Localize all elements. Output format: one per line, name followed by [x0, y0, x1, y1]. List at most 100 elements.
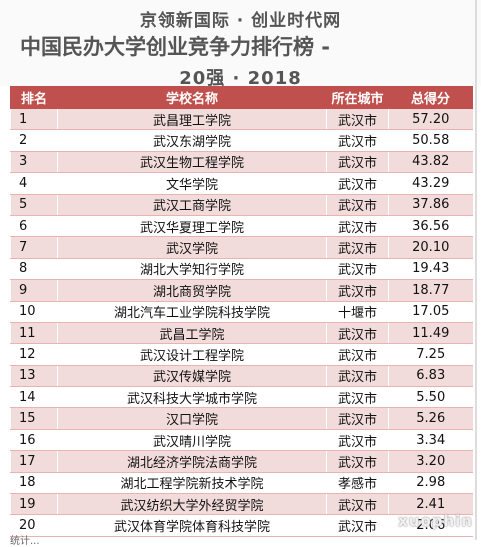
city-cell: 武汉市: [326, 365, 389, 388]
watermark: xuophin: [398, 512, 473, 530]
column-header-city: 所在城市: [326, 86, 389, 109]
city-cell: 武汉市: [326, 279, 389, 302]
city-cell: 十堰市: [326, 301, 389, 323]
city-cell: 武汉市: [326, 514, 389, 537]
rank-cell: 5: [10, 194, 58, 216]
table-row: 2 武汉东湖学院 武汉市 50.58: [10, 129, 473, 152]
city-cell: 武汉市: [326, 194, 389, 216]
score-cell: 7.25: [388, 343, 473, 366]
score-cell: 50.58: [388, 129, 473, 152]
score-cell: 6.83: [388, 365, 473, 388]
rank-cell: 6: [10, 215, 58, 238]
score-cell: 57.20: [388, 108, 473, 131]
rank-cell: 18: [10, 472, 58, 495]
table-row: 15 汉口学院 武汉市 5.26: [10, 407, 473, 430]
score-cell: 36.56: [388, 215, 473, 238]
table-row: 11 武昌工学院 武汉市 11.49: [10, 322, 473, 345]
school-name-cell: 文华学院: [57, 172, 327, 195]
rank-cell: 3: [10, 151, 58, 174]
table-row: 20 武汉体育学院体育科技学院 武汉市 2.06: [10, 514, 473, 537]
rank-cell: 2: [10, 129, 58, 152]
table-row: 10 湖北汽车工业学院科技学院 十堰市 17.05: [10, 301, 473, 323]
table-body: 1 武昌理工学院 武汉市 57.20 2 武汉东湖学院 武汉市 50.58 3 武汉生物工程学院武…: [10, 108, 473, 537]
rank-cell: 17: [10, 450, 58, 473]
school-name-cell: 武汉科技大学城市学院: [57, 386, 327, 409]
rank-cell: 13: [10, 365, 58, 388]
score-cell: 5.26: [388, 407, 473, 430]
school-name-cell: 湖北汽车工业学院科技学院: [57, 301, 327, 323]
score-cell: 43.82: [388, 151, 473, 174]
rank-cell: 15: [10, 407, 58, 430]
city-cell: 武汉市: [326, 108, 389, 131]
rank-cell: 4: [10, 172, 58, 195]
column-header-score: 总得分: [388, 86, 473, 109]
rank-cell: 19: [10, 493, 58, 516]
score-cell: 20.10: [388, 236, 473, 259]
school-name-cell: 湖北经济学院法商学院: [57, 450, 327, 473]
rank-cell: 9: [10, 279, 58, 302]
city-cell: 武汉市: [326, 258, 389, 281]
table-row: 3 武汉生物工程学院 武汉市 43.82: [10, 151, 473, 174]
page-title-year: 20强 · 2018: [179, 68, 302, 89]
score-cell: 11.49: [388, 322, 473, 345]
school-name-cell: 武汉生物工程学院: [57, 151, 327, 174]
city-cell: 武汉市: [326, 215, 389, 238]
city-cell: 武汉市: [326, 236, 389, 259]
header: 京领新国际 · 创业时代网 中国民办大学创业竞争力排行榜 - 20强 · 201…: [0, 0, 481, 89]
score-cell: 3.20: [388, 450, 473, 473]
table-row: 7 武汉学院 武汉市 20.10: [10, 236, 473, 259]
table-row: 16 武汉晴川学院 武汉市 3.34: [10, 429, 473, 452]
table-row: 14 武汉科技大学城市学院 武汉市 5.50: [10, 386, 473, 409]
school-name-cell: 武汉传媒学院: [57, 365, 327, 388]
ranking-table: 排名 学校名称 所在城市 总得分 1 武昌理工学院 武汉市 57.20 2 武汉东湖学院武…: [10, 86, 473, 537]
score-cell: 5.50: [388, 386, 473, 409]
school-name-cell: 武汉晴川学院: [57, 429, 327, 452]
score-cell: 2.41: [388, 493, 473, 516]
column-header-rank: 排名: [10, 86, 58, 109]
school-name-cell: 武汉华夏理工学院: [57, 215, 327, 238]
table-row: 18 湖北工程学院新技术学院 孝感市 2.98: [10, 472, 473, 495]
table-row: 8 湖北大学知行学院 武汉市 19.43: [10, 258, 473, 281]
rank-cell: 20: [10, 514, 58, 537]
school-name-cell: 武汉设计工程学院: [57, 343, 327, 366]
city-cell: 武汉市: [326, 151, 389, 174]
score-cell: 2.06: [388, 514, 473, 537]
rank-cell: 14: [10, 386, 58, 409]
school-name-cell: 武汉学院: [57, 236, 327, 259]
rank-cell: 16: [10, 429, 58, 452]
score-cell: 43.29: [388, 172, 473, 195]
table-row: 19 武汉纺织大学外经贸学院 武汉市 2.41: [10, 493, 473, 516]
table-row: 9 湖北商贸学院 武汉市 18.77: [10, 279, 473, 302]
city-cell: 孝感市: [326, 472, 389, 495]
table-row: 1 武昌理工学院 武汉市 57.20: [10, 108, 473, 131]
table-row: 5 武汉工商学院 武汉市 37.86: [10, 194, 473, 216]
rank-cell: 8: [10, 258, 58, 281]
table-header: 排名 学校名称 所在城市 总得分: [10, 86, 473, 109]
table-row: 6 武汉华夏理工学院 武汉市 36.56: [10, 215, 473, 238]
rank-cell: 12: [10, 343, 58, 366]
table-row: 4 文华学院 武汉市 43.29: [10, 172, 473, 195]
score-cell: 19.43: [388, 258, 473, 281]
score-cell: 3.34: [388, 429, 473, 452]
school-name-cell: 武汉纺织大学外经贸学院: [57, 493, 327, 516]
city-cell: 武汉市: [326, 450, 389, 473]
school-name-cell: 武汉东湖学院: [57, 129, 327, 152]
school-name-cell: 湖北工程学院新技术学院: [57, 472, 327, 495]
page-title: 中国民办大学创业竞争力排行榜 -: [20, 35, 331, 59]
city-cell: 武汉市: [326, 322, 389, 345]
school-name-cell: 湖北大学知行学院: [57, 258, 327, 281]
school-name-cell: 武昌理工学院: [57, 108, 327, 131]
city-cell: 武汉市: [326, 493, 389, 516]
school-name-cell: 武汉体育学院体育科技学院: [57, 514, 327, 537]
city-cell: 武汉市: [326, 172, 389, 195]
table-row: 13 武汉传媒学院 武汉市 6.83: [10, 365, 473, 388]
rank-cell: 7: [10, 236, 58, 259]
city-cell: 武汉市: [326, 429, 389, 452]
school-name-cell: 汉口学院: [57, 407, 327, 430]
school-name-cell: 武昌工学院: [57, 322, 327, 345]
city-cell: 武汉市: [326, 343, 389, 366]
rank-cell: 10: [10, 301, 58, 323]
score-cell: 18.77: [388, 279, 473, 302]
school-name-cell: 武汉工商学院: [57, 194, 327, 216]
city-cell: 武汉市: [326, 407, 389, 430]
